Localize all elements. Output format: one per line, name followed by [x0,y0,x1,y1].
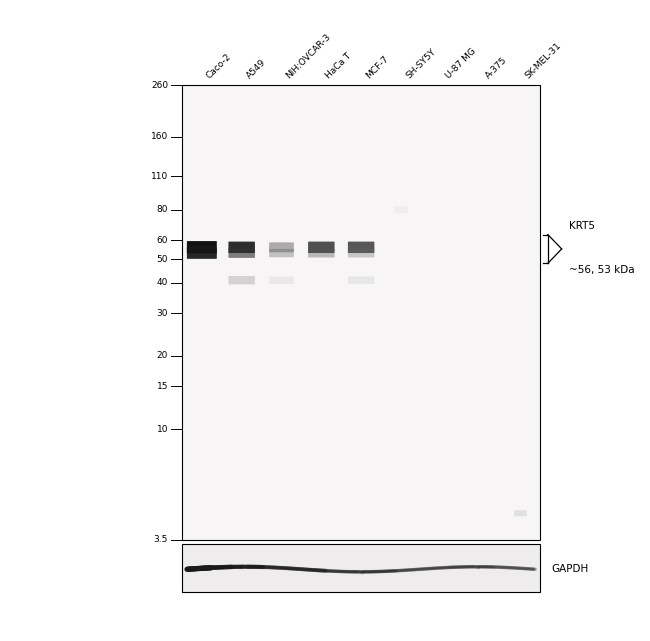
FancyBboxPatch shape [269,242,294,253]
Text: A549: A549 [245,58,268,80]
Bar [182,85,540,540]
Text: 40: 40 [157,278,168,287]
FancyBboxPatch shape [394,206,408,213]
Text: ~56, 53 kDa: ~56, 53 kDa [569,265,635,274]
Text: 80: 80 [157,205,168,214]
FancyBboxPatch shape [187,247,217,259]
Text: U-87 MG: U-87 MG [444,46,478,80]
FancyBboxPatch shape [269,276,294,284]
Text: HaCa T: HaCa T [324,51,354,80]
Text: 160: 160 [151,132,168,141]
FancyBboxPatch shape [228,242,255,253]
FancyBboxPatch shape [228,276,255,285]
Text: 30: 30 [157,308,168,318]
Text: A-375: A-375 [484,55,509,80]
FancyBboxPatch shape [308,242,335,253]
Text: 15: 15 [157,382,168,391]
Text: 10: 10 [157,424,168,433]
Text: 110: 110 [151,172,168,181]
FancyBboxPatch shape [269,249,294,257]
Text: MCF-7: MCF-7 [364,54,391,80]
Text: 20: 20 [157,351,168,360]
Text: SK-MEL-31: SK-MEL-31 [523,41,563,80]
FancyBboxPatch shape [187,246,217,254]
FancyBboxPatch shape [187,241,217,254]
FancyBboxPatch shape [348,242,374,253]
Text: 60: 60 [157,235,168,244]
Text: 3.5: 3.5 [154,535,168,544]
Bar [182,544,540,592]
Text: KRT5: KRT5 [569,221,595,231]
Text: Caco-2: Caco-2 [205,52,233,80]
FancyBboxPatch shape [348,276,374,284]
Text: 50: 50 [157,254,168,263]
Text: SH-SY5Y: SH-SY5Y [404,47,437,80]
Text: GAPDH: GAPDH [552,564,589,574]
Text: NIH:OVCAR-3: NIH:OVCAR-3 [285,32,333,80]
FancyBboxPatch shape [308,249,335,258]
FancyBboxPatch shape [228,248,255,258]
FancyBboxPatch shape [514,510,526,517]
Text: 260: 260 [151,81,168,90]
FancyBboxPatch shape [348,249,374,258]
